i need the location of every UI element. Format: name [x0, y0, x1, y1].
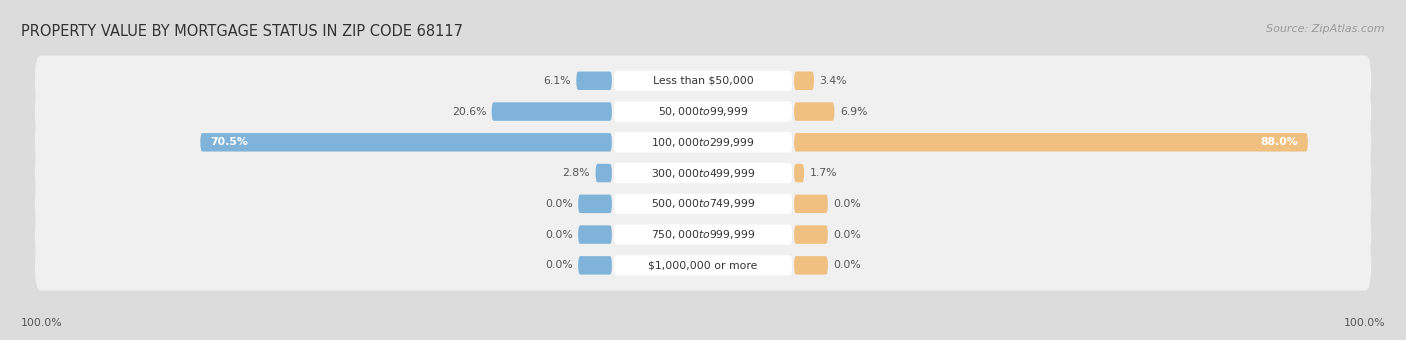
Text: 100.0%: 100.0% — [21, 318, 63, 328]
FancyBboxPatch shape — [794, 71, 814, 90]
Text: $750,000 to $999,999: $750,000 to $999,999 — [651, 228, 755, 241]
Text: 0.0%: 0.0% — [834, 230, 860, 240]
FancyBboxPatch shape — [35, 178, 1371, 229]
FancyBboxPatch shape — [35, 209, 1371, 260]
Text: $50,000 to $99,999: $50,000 to $99,999 — [658, 105, 748, 118]
Text: 20.6%: 20.6% — [451, 106, 486, 117]
Text: Less than $50,000: Less than $50,000 — [652, 76, 754, 86]
FancyBboxPatch shape — [614, 132, 792, 152]
FancyBboxPatch shape — [578, 225, 612, 244]
FancyBboxPatch shape — [492, 102, 612, 121]
Text: 100.0%: 100.0% — [1343, 318, 1385, 328]
FancyBboxPatch shape — [614, 101, 792, 122]
FancyBboxPatch shape — [578, 194, 612, 213]
Text: 0.0%: 0.0% — [546, 260, 572, 270]
Text: PROPERTY VALUE BY MORTGAGE STATUS IN ZIP CODE 68117: PROPERTY VALUE BY MORTGAGE STATUS IN ZIP… — [21, 24, 463, 39]
Text: 88.0%: 88.0% — [1260, 137, 1298, 147]
FancyBboxPatch shape — [794, 133, 1308, 152]
FancyBboxPatch shape — [35, 148, 1371, 198]
Text: 0.0%: 0.0% — [834, 199, 860, 209]
FancyBboxPatch shape — [35, 86, 1371, 137]
FancyBboxPatch shape — [794, 256, 828, 275]
Text: 2.8%: 2.8% — [562, 168, 591, 178]
Text: $300,000 to $499,999: $300,000 to $499,999 — [651, 167, 755, 180]
FancyBboxPatch shape — [794, 225, 828, 244]
Text: 0.0%: 0.0% — [834, 260, 860, 270]
FancyBboxPatch shape — [794, 102, 834, 121]
Text: $1,000,000 or more: $1,000,000 or more — [648, 260, 758, 270]
FancyBboxPatch shape — [614, 71, 792, 91]
FancyBboxPatch shape — [794, 164, 804, 182]
Text: $100,000 to $299,999: $100,000 to $299,999 — [651, 136, 755, 149]
FancyBboxPatch shape — [614, 163, 792, 183]
FancyBboxPatch shape — [200, 133, 612, 152]
Text: 3.4%: 3.4% — [820, 76, 846, 86]
Text: Source: ZipAtlas.com: Source: ZipAtlas.com — [1267, 24, 1385, 34]
Text: 0.0%: 0.0% — [546, 230, 572, 240]
FancyBboxPatch shape — [794, 194, 828, 213]
FancyBboxPatch shape — [35, 55, 1371, 106]
FancyBboxPatch shape — [596, 164, 612, 182]
FancyBboxPatch shape — [578, 256, 612, 275]
FancyBboxPatch shape — [614, 224, 792, 245]
FancyBboxPatch shape — [614, 255, 792, 275]
FancyBboxPatch shape — [35, 117, 1371, 168]
Text: 70.5%: 70.5% — [211, 137, 249, 147]
Text: 6.9%: 6.9% — [839, 106, 868, 117]
FancyBboxPatch shape — [576, 71, 612, 90]
Text: 0.0%: 0.0% — [546, 199, 572, 209]
FancyBboxPatch shape — [35, 240, 1371, 291]
Text: $500,000 to $749,999: $500,000 to $749,999 — [651, 197, 755, 210]
Text: 1.7%: 1.7% — [810, 168, 837, 178]
FancyBboxPatch shape — [614, 194, 792, 214]
Text: 6.1%: 6.1% — [543, 76, 571, 86]
